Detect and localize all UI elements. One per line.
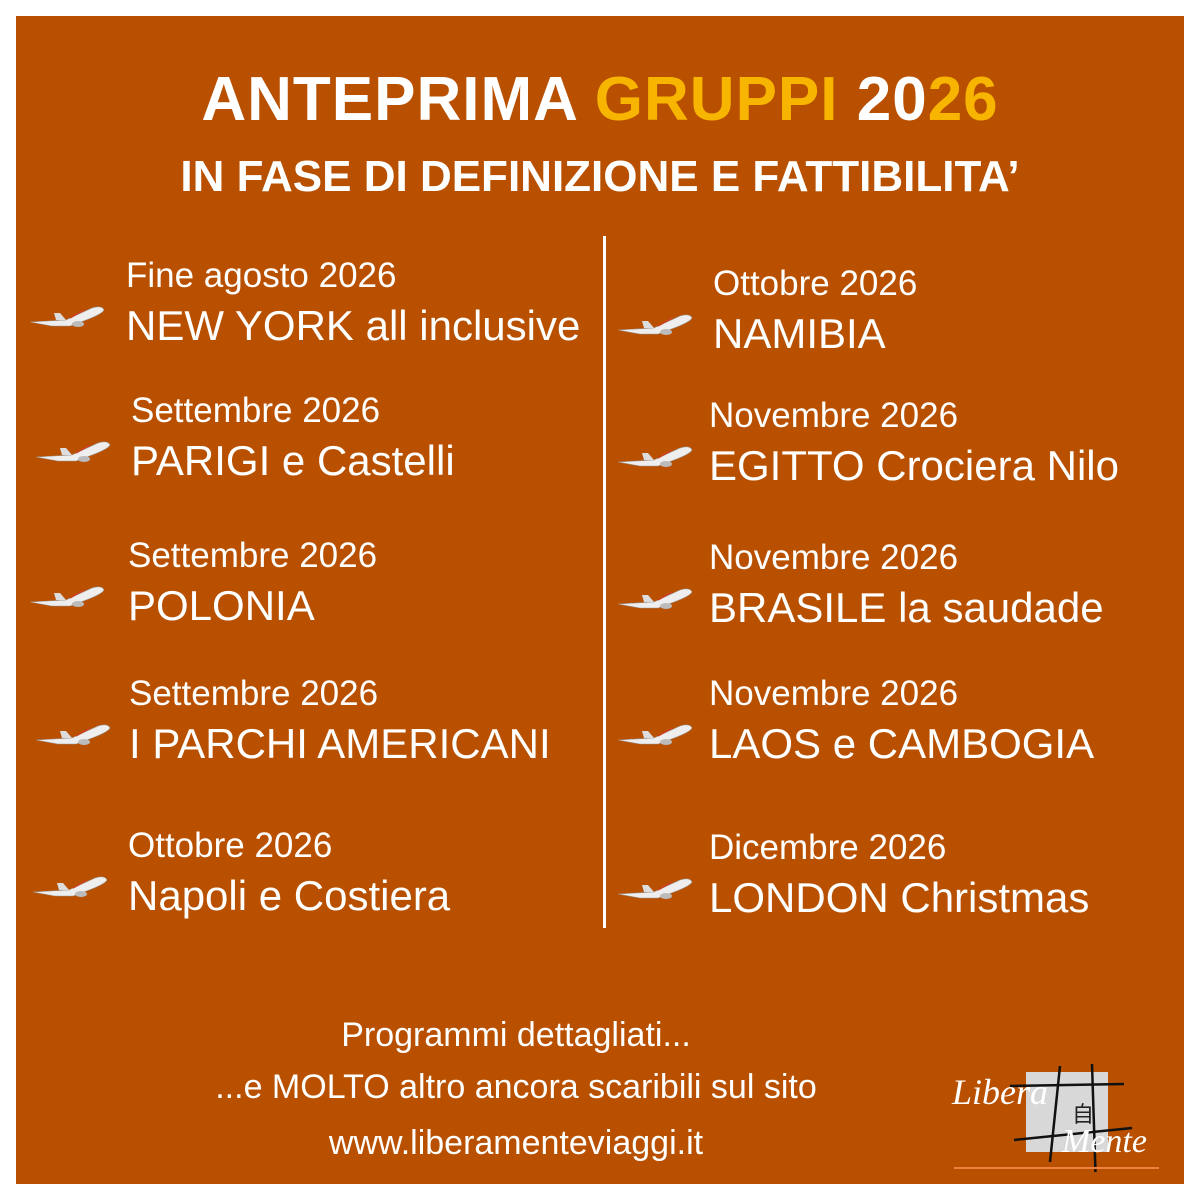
trip-date: Fine agosto 2026 [126,256,397,295]
trip-item: Fine agosto 2026 NEW YORK all inclusive [126,256,580,350]
trip-item: Ottobre 2026 Napoli e Costiera [128,826,450,920]
airplane-icon [614,304,694,344]
trip-item: Novembre 2026 EGITTO Crociera Nilo [709,396,1119,490]
svg-text:Libera: Libera [951,1072,1048,1112]
trip-date: Novembre 2026 [709,674,959,713]
trip-date: Dicembre 2026 [709,828,947,867]
airplane-icon [614,578,694,618]
title: ANTEPRIMA GRUPPI 2026 [16,64,1184,135]
airplane-icon [26,296,106,336]
trip-destination: BRASILE la saudade [709,584,1104,631]
trip-item: Settembre 2026 POLONIA [128,536,377,630]
trip-destination: I PARCHI AMERICANI [129,720,551,767]
trip-date: Settembre 2026 [129,674,379,713]
svg-text:Mente: Mente [1061,1123,1147,1160]
trip-date: Novembre 2026 [709,396,959,435]
poster: ANTEPRIMA GRUPPI 2026 IN FASE DI DEFINIZ… [16,16,1184,1184]
trip-date: Ottobre 2026 [713,264,918,303]
airplane-icon [26,576,106,616]
trip-destination: LAOS e CAMBOGIA [709,720,1095,767]
trip-destination: EGITTO Crociera Nilo [709,442,1119,489]
trip-date: Settembre 2026 [131,391,381,430]
trip-date: Novembre 2026 [709,538,959,577]
airplane-icon [614,436,694,476]
trip-item: Ottobre 2026 NAMIBIA [713,264,917,358]
airplane-icon [614,868,694,908]
trip-destination: NAMIBIA [713,310,886,357]
liberamente-logo: 自 Libera Mente viaggi & incentive [951,1063,1159,1172]
trip-item: Settembre 2026 PARIGI e Castelli [131,391,455,485]
trip-item: Novembre 2026 BRASILE la saudade [709,538,1104,632]
airplane-icon [32,714,112,754]
trip-date: Ottobre 2026 [128,826,333,865]
trip-date: Settembre 2026 [128,536,378,575]
airplane-icon [29,866,109,906]
svg-text:自: 自 [1072,1103,1094,1128]
airplane-icon [32,431,112,471]
title-year-a: 20 [856,65,928,134]
footer-line-2: ...e MOLTO altro ancora scaribili sul si… [215,1068,817,1106]
trip-destination: NEW YORK all inclusive [126,302,581,349]
airplane-icon [614,714,694,754]
trip-item: Dicembre 2026 LONDON Christmas [709,828,1089,922]
trip-destination: POLONIA [128,582,315,629]
trip-destination: Napoli e Costiera [128,872,451,919]
subtitle: IN FASE DI DEFINIZIONE E FATTIBILITA’ [180,152,1020,201]
title-highlight: GRUPPI [594,65,857,134]
trip-item: Settembre 2026 I PARCHI AMERICANI [129,674,551,768]
title-text: ANTEPRIMA [201,65,595,134]
website-link[interactable]: www.liberamenteviaggi.it [328,1124,704,1162]
trip-destination: LONDON Christmas [709,874,1090,921]
trip-destination: PARIGI e Castelli [131,437,455,484]
footer-line-1: Programmi dettagliati... [341,1016,691,1054]
trip-item: Novembre 2026 LAOS e CAMBOGIA [709,674,1094,768]
title-year-b: 26 [927,65,999,134]
column-divider [603,236,606,928]
